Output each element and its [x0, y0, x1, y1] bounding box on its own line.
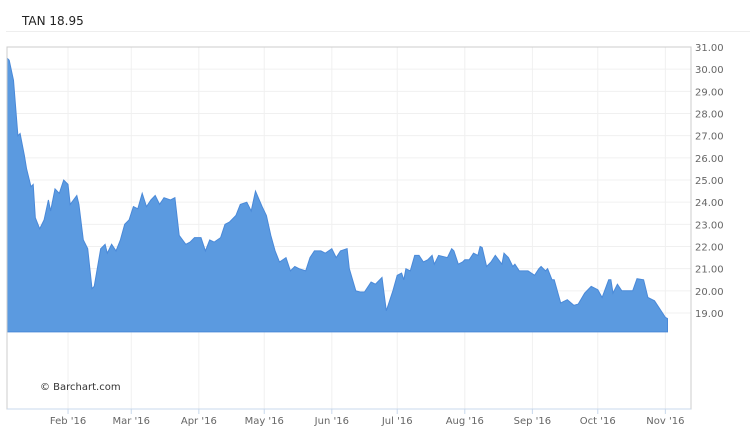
x-axis-ticks: Feb '16 Mar '16 Apr '16 May '16 Jun '16 Jul '… — [50, 409, 684, 427]
x-tick-label: Aug '16 — [446, 416, 484, 427]
x-tick-label: Mar '16 — [112, 416, 150, 427]
y-tick-label: 30.00 — [695, 65, 724, 76]
barchart-credit: © Barchart.com — [40, 382, 121, 393]
y-tick-label: 27.00 — [695, 132, 724, 143]
price-area — [6, 56, 668, 333]
y-tick-label: 21.00 — [695, 265, 724, 276]
x-tick-label: Apr '16 — [181, 416, 217, 427]
y-tick-label: 25.00 — [695, 176, 724, 187]
x-tick-label: Jul '16 — [381, 416, 413, 427]
y-tick-label: 24.00 — [695, 198, 724, 209]
y-tick-label: 20.00 — [695, 287, 724, 298]
chart-title: TAN 18.95 — [22, 14, 84, 28]
x-tick-label: May '16 — [245, 416, 284, 427]
y-tick-label: 22.00 — [695, 243, 724, 254]
x-tick-label: Jun '16 — [314, 416, 349, 427]
plot-border — [6, 46, 692, 410]
x-tick-label: Feb '16 — [50, 416, 86, 427]
y-tick-label: 26.00 — [695, 154, 724, 165]
y-tick-label: 28.00 — [695, 110, 724, 121]
x-tick-label: Nov '16 — [646, 416, 684, 427]
x-tick-label: Sep '16 — [514, 416, 552, 427]
y-tick-label: 31.00 — [695, 43, 724, 54]
y-tick-label: 29.00 — [695, 87, 724, 98]
y-axis-ticks: 19.00 20.00 21.00 22.00 23.00 24.00 25.00 26.00… — [695, 43, 724, 320]
y-tick-label: 19.00 — [695, 309, 724, 320]
y-tick-label: 23.00 — [695, 220, 724, 231]
grid-lines — [7, 46, 691, 409]
title-divider — [6, 31, 750, 32]
x-tick-label: Oct '16 — [580, 416, 616, 427]
